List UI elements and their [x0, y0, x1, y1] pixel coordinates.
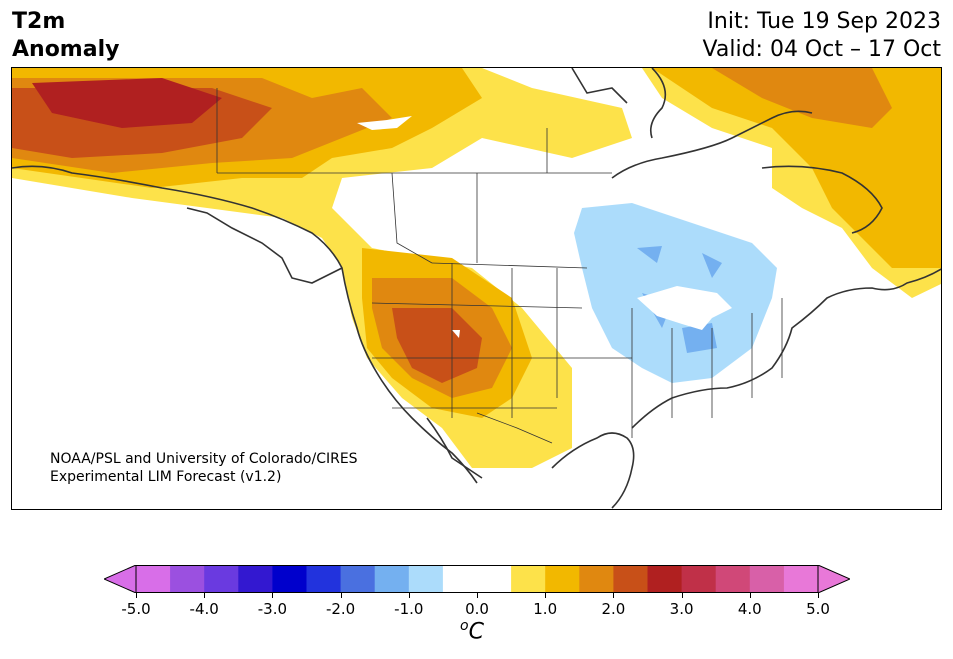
colorbar-bin [647, 565, 683, 593]
forecast-credit: NOAA/PSL and University of Colorado/CIRE… [50, 450, 358, 486]
colorbar-tick [681, 593, 683, 598]
units-degree: o [460, 618, 469, 634]
colorbar-tick-label: 0.0 [465, 600, 489, 618]
colorbar-tick [340, 593, 342, 598]
title-line-2: Anomaly [12, 37, 120, 62]
warm-anomaly-red-alaska [32, 78, 222, 128]
colorbar-tick [136, 593, 137, 598]
colorbar-bin [408, 565, 444, 593]
warm-anomaly-orange-northeast [712, 68, 892, 128]
colorbar-bin [715, 565, 751, 593]
map-canvas [12, 68, 941, 509]
colorbar-bin [340, 565, 376, 593]
warm-anomaly-darkorange-west [12, 88, 482, 383]
colorbar-tick-label: -4.0 [189, 600, 219, 618]
colorbar-over-extension [817, 565, 850, 593]
colorbar-bin [272, 565, 307, 593]
colorbar-tick-label: 4.0 [737, 600, 762, 618]
colorbar-tick [613, 593, 615, 598]
colorbar-bin [204, 565, 239, 593]
colorbar-tick [272, 593, 274, 598]
colorbar-bin [374, 565, 410, 593]
colorbar-bin [477, 565, 512, 593]
colorbar-tick-label: 5.0 [806, 600, 830, 618]
warm-anomaly-orange-west [12, 78, 512, 398]
colorbar-bin [170, 565, 205, 593]
colorbar-tick-label: -1.0 [394, 600, 424, 618]
colorbar-bin [579, 565, 614, 593]
units-label: oC [460, 618, 484, 644]
colorbar-tick-label: 1.0 [533, 600, 558, 618]
credit-line-2: Experimental LIM Forecast (v1.2) [50, 469, 282, 485]
colorbar [104, 565, 850, 593]
colorbar-tick [749, 593, 751, 598]
colorbar-tick [204, 593, 206, 598]
colorbar-tick-label: -5.0 [121, 600, 151, 618]
political-borders [216, 88, 783, 444]
coastlines [12, 68, 941, 509]
great-salt-lake [452, 330, 460, 338]
colorbar-bin [681, 565, 717, 593]
colorbar-tick [545, 593, 547, 598]
colorbar-tick-label: -3.0 [257, 600, 288, 618]
colorbar-tick-label: -2.0 [325, 600, 356, 618]
colorbar-under-extension [104, 565, 137, 593]
colorbar-bin [783, 565, 819, 593]
credit-line-1: NOAA/PSL and University of Colorado/CIRE… [50, 451, 358, 467]
colorbar-bin [238, 565, 273, 593]
colorbar-bin [306, 565, 342, 593]
great-lakes [637, 286, 732, 330]
units-celsius: C [468, 619, 484, 645]
colorbar-tick [408, 593, 410, 598]
colorbar-bin [545, 565, 580, 593]
colorbar-bin [442, 565, 478, 593]
title-line-1: T2m [12, 9, 66, 34]
colorbar-tick [818, 593, 819, 598]
colorbar-tick [477, 593, 478, 598]
lake-great-slave [357, 116, 412, 130]
colorbar-tick-label: 3.0 [669, 600, 694, 618]
map-title: T2m Anomaly [12, 8, 119, 64]
anomaly-map: NOAA/PSL and University of Colorado/CIRE… [11, 67, 942, 510]
valid-dates: Valid: 04 Oct – 17 Oct [702, 37, 941, 62]
colorbar-bin [511, 565, 546, 593]
colorbar-bin [749, 565, 785, 593]
colorbar-border [135, 565, 819, 593]
init-date: Init: Tue 19 Sep 2023 [707, 9, 941, 34]
forecast-dates: Init: Tue 19 Sep 2023 Valid: 04 Oct – 17… [703, 8, 941, 64]
colorbar-bin [136, 565, 171, 593]
colorbar-tick-label: 2.0 [601, 600, 626, 618]
colorbar-bin [613, 565, 648, 593]
